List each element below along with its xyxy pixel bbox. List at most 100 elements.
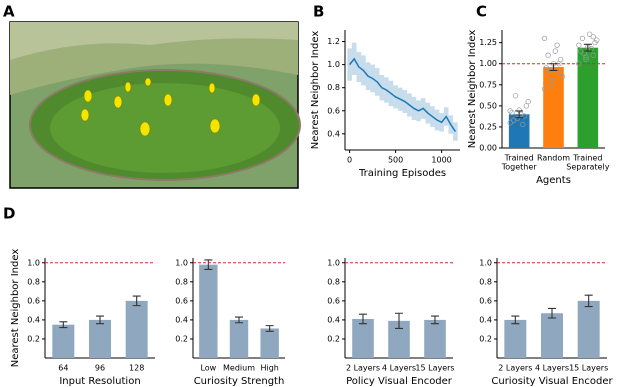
error-bar [431, 315, 439, 325]
y-tick-label: 1.25 [479, 38, 497, 47]
x-tick-label: 15 Layers [415, 364, 454, 373]
error-bar [584, 294, 593, 308]
x-tick-label: 500 [388, 156, 403, 165]
bar [125, 300, 148, 358]
y-tick-label: 0.8 [175, 277, 188, 286]
x-tick-label: 15 Layers [569, 364, 608, 373]
error-band [453, 122, 458, 141]
error-band [347, 48, 352, 81]
y-tick-label: 0.2 [479, 334, 492, 343]
error-bar [511, 315, 520, 325]
y-tick-label: 0.25 [479, 122, 497, 131]
data-point [590, 34, 596, 40]
data-point [520, 121, 526, 128]
x-tick-label: 4 Layers [382, 364, 416, 373]
x-tick-label: Together [501, 163, 538, 172]
bar [352, 318, 374, 358]
data-point [512, 93, 519, 99]
data-point [549, 77, 555, 84]
data-point [509, 109, 515, 116]
y-tick-label: 1.00 [479, 59, 497, 68]
x-tick-label: Separately [566, 163, 609, 172]
error-bar [235, 316, 243, 324]
data-point [556, 69, 562, 75]
y-tick-label: 1.0 [327, 60, 340, 69]
panel-label: B [313, 3, 324, 21]
data-point [579, 35, 586, 42]
data-point [559, 73, 566, 80]
y-tick-label: 0.2 [327, 334, 340, 343]
y-tick-label: 0.8 [327, 277, 340, 286]
data-point [594, 37, 600, 43]
y-tick-label: 0.8 [27, 277, 40, 286]
y-tick-label: 0.00 [479, 144, 497, 153]
x-tick-label: 1000 [431, 156, 451, 165]
bar [541, 313, 563, 358]
bar [199, 264, 218, 358]
y-tick-label: 0.8 [479, 277, 492, 286]
data-point [541, 35, 548, 42]
y-tick-label: 0.6 [175, 296, 188, 305]
error-bar [59, 321, 68, 329]
error-bar [265, 325, 274, 332]
y-tick-label: 0.4 [327, 129, 340, 138]
x-tick-label: 4 Layers [535, 364, 569, 373]
y-tick-label: 0.8 [327, 83, 340, 92]
y-tick-label: 1.0 [27, 258, 40, 267]
y-tick-label: 0.6 [27, 296, 40, 305]
x-axis-label: Input Resolution [59, 376, 140, 387]
y-tick-label: 0.4 [327, 315, 340, 324]
y-tick-label: 0.2 [27, 334, 40, 343]
data-point [577, 48, 584, 54]
x-tick-label: 96 [95, 364, 105, 373]
y-tick-label: 0.4 [175, 315, 188, 324]
error-bar [515, 110, 524, 119]
data-point [552, 48, 558, 54]
y-axis-label: Nearest Neighbor Index [10, 249, 21, 368]
y-tick-label: 1.2 [327, 37, 340, 46]
panel-label: A [3, 3, 15, 21]
x-tick-label: 2 Layers [498, 364, 532, 373]
data-point [576, 61, 582, 67]
bar [89, 319, 111, 358]
y-tick-label: 1.0 [327, 258, 340, 267]
data-point [549, 82, 555, 88]
data-point [511, 117, 517, 123]
x-axis-label: Policy Visual Encoder [346, 376, 453, 387]
x-axis-label: Curiosity Strength [194, 376, 285, 387]
y-tick-label: 0.50 [479, 101, 497, 110]
bar [229, 319, 249, 358]
x-axis-label: Curiosity Visual Encoder [491, 376, 613, 387]
y-tick-label: 0.6 [479, 296, 492, 305]
panel-label: D [3, 205, 15, 223]
error-bar [96, 315, 104, 325]
bar [52, 324, 75, 358]
bar [388, 320, 410, 358]
x-tick-label: Trained [504, 154, 534, 163]
y-tick-label: 1.0 [479, 258, 492, 267]
x-tick-label: 2 Layers [346, 364, 380, 373]
data-point [586, 31, 593, 37]
data-point [525, 98, 531, 105]
data-point [554, 42, 560, 48]
y-tick-label: 1.0 [175, 258, 188, 267]
bar [424, 319, 446, 358]
bar [260, 328, 279, 358]
error-bar [548, 307, 556, 319]
data-point [507, 120, 513, 126]
data-point [541, 86, 548, 92]
line [349, 57, 457, 132]
data-point [590, 52, 596, 58]
bar [504, 319, 527, 358]
x-tick-label: 0 [347, 156, 352, 165]
x-tick-label: Random [537, 154, 570, 163]
x-tick-label: Low [200, 364, 216, 373]
bar [543, 67, 564, 148]
y-tick-label: 0.4 [27, 315, 40, 324]
y-axis-label: Nearest Neighbor Index [467, 30, 478, 149]
x-tick-label: High [260, 364, 278, 373]
data-point [507, 108, 513, 114]
x-axis-label: Agents [536, 175, 571, 186]
bar [577, 47, 599, 149]
